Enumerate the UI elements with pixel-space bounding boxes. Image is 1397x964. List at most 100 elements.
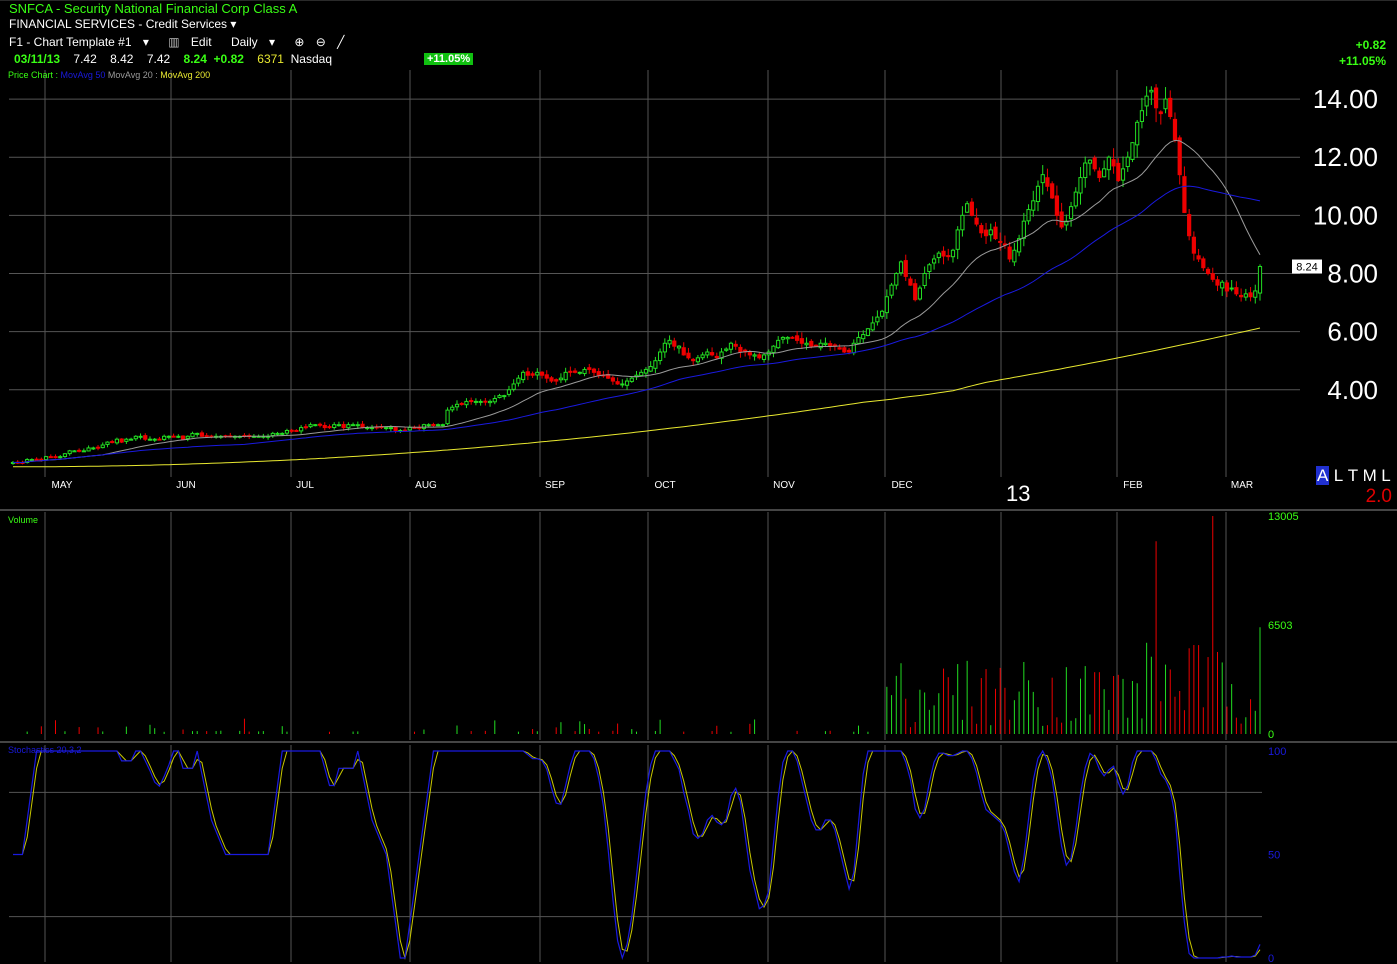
legend-ma20: MovAvg 20 :: [107, 70, 158, 80]
candle-body: [464, 400, 469, 406]
quote-high: 8.42: [110, 52, 134, 66]
candle-body: [828, 343, 833, 347]
candle-body: [1196, 255, 1201, 260]
candle-body: [1153, 87, 1159, 109]
candle-body: [714, 355, 719, 359]
candle-body: [1224, 282, 1230, 292]
candle-body: [478, 400, 483, 403]
candle-body: [511, 383, 516, 390]
symbol-title: SNFCA - Security National Financial Corp…: [9, 1, 298, 16]
mode-button-m[interactable]: M: [1362, 466, 1377, 485]
candle-body: [1130, 142, 1135, 160]
candle-body: [936, 252, 941, 259]
candle-body: [549, 377, 554, 382]
price-legend: Price Chart : MovAvg 50 MovAvg 20 : MovA…: [8, 70, 210, 80]
month-axis-label: MAR: [1231, 480, 1253, 491]
candle-body: [813, 344, 819, 347]
mode-button-t[interactable]: T: [1347, 466, 1359, 485]
candle-body: [483, 400, 488, 403]
candle-body: [572, 370, 578, 373]
candle-body: [965, 203, 970, 213]
candle-body: [724, 348, 729, 351]
ma50-line: [13, 185, 1261, 463]
candle-body: [705, 351, 710, 356]
mode-button-a[interactable]: A: [1316, 466, 1330, 485]
candle-body: [53, 456, 58, 459]
candle-body: [979, 225, 984, 234]
candle-body: [941, 250, 946, 257]
corner-percent: +11.05%: [1338, 54, 1386, 68]
candle-body: [563, 371, 568, 381]
candle-body: [757, 354, 762, 359]
candle-body: [469, 400, 474, 403]
candle-body: [72, 450, 77, 453]
month-axis-label: JUN: [176, 480, 195, 491]
candle-body: [846, 349, 852, 353]
candle-body: [270, 432, 275, 437]
interval-dropdown[interactable]: Daily ▾: [230, 35, 275, 49]
candle-body: [1050, 183, 1055, 199]
zoom-out-icon[interactable]: ⊖: [315, 35, 326, 49]
stochastics-k-line: [13, 749, 1261, 961]
candle-body: [317, 423, 323, 426]
candle-body: [185, 435, 190, 439]
candle-body: [596, 371, 601, 376]
candle-body: [407, 427, 412, 431]
candle-body: [785, 336, 790, 340]
candle-body: [487, 400, 493, 404]
candle-body: [1097, 170, 1102, 179]
candle-body: [1220, 281, 1225, 289]
last-price-tag: 8.24: [1296, 262, 1317, 274]
candle-body: [894, 273, 899, 286]
candle-body: [58, 456, 63, 459]
zoom-in-icon[interactable]: ⊕: [294, 35, 305, 49]
candle-body: [1054, 195, 1059, 216]
candle-body: [719, 351, 724, 359]
candle-body: [676, 345, 682, 349]
draw-tool-icon[interactable]: ╱: [337, 35, 345, 49]
candle-body: [86, 447, 91, 452]
candle-body: [421, 424, 427, 429]
candle-body: [624, 380, 630, 386]
candle-body: [686, 352, 691, 359]
candle-body: [558, 377, 564, 381]
bar-chart-icon: ▥: [168, 35, 180, 49]
month-axis-label: NOV: [773, 480, 795, 491]
candle-body: [988, 229, 993, 236]
candle-body: [138, 435, 143, 438]
candle-body: [180, 435, 186, 440]
candle-body: [544, 374, 549, 379]
candle-body: [922, 273, 927, 287]
candle-body: [502, 395, 507, 398]
candle-body: [322, 424, 327, 429]
price-axis-tick-label: 4.00: [1327, 375, 1378, 405]
candle-body: [431, 424, 436, 427]
stochastics-axis-tick-label: 50: [1268, 850, 1280, 862]
candle-body: [884, 296, 889, 314]
candle-body: [823, 342, 828, 346]
edit-button[interactable]: ▥ Edit: [168, 35, 212, 49]
candle-body: [48, 456, 53, 459]
candle-body: [459, 402, 464, 405]
sector-dropdown[interactable]: FINANCIAL SERVICES - Credit Services ▾: [9, 17, 237, 31]
candle-body: [1139, 110, 1145, 122]
candle-body: [388, 427, 393, 430]
candle-body: [648, 366, 653, 372]
candle-body: [950, 249, 956, 258]
candle-body: [350, 424, 356, 427]
chevron-down-icon: ▾: [230, 17, 237, 31]
candle-body: [445, 409, 450, 425]
candle-body: [681, 347, 686, 356]
stochastics-d-line: [13, 750, 1261, 960]
price-axis-tick-label: 14.00: [1313, 84, 1378, 114]
candle-body: [1078, 177, 1083, 194]
legend-ma200: MovAvg 200: [160, 70, 211, 80]
mode-button-l2[interactable]: L: [1381, 466, 1391, 485]
mode-button-l[interactable]: L: [1333, 466, 1344, 485]
candle-body: [969, 201, 974, 216]
candle-body: [582, 368, 587, 375]
month-axis-label: SEP: [545, 480, 565, 491]
candle-body: [327, 426, 332, 429]
stochastics-panel-title: Stochastics 20,3,2: [8, 745, 82, 755]
template-dropdown[interactable]: F1 - Chart Template #1 ▾: [9, 35, 149, 49]
